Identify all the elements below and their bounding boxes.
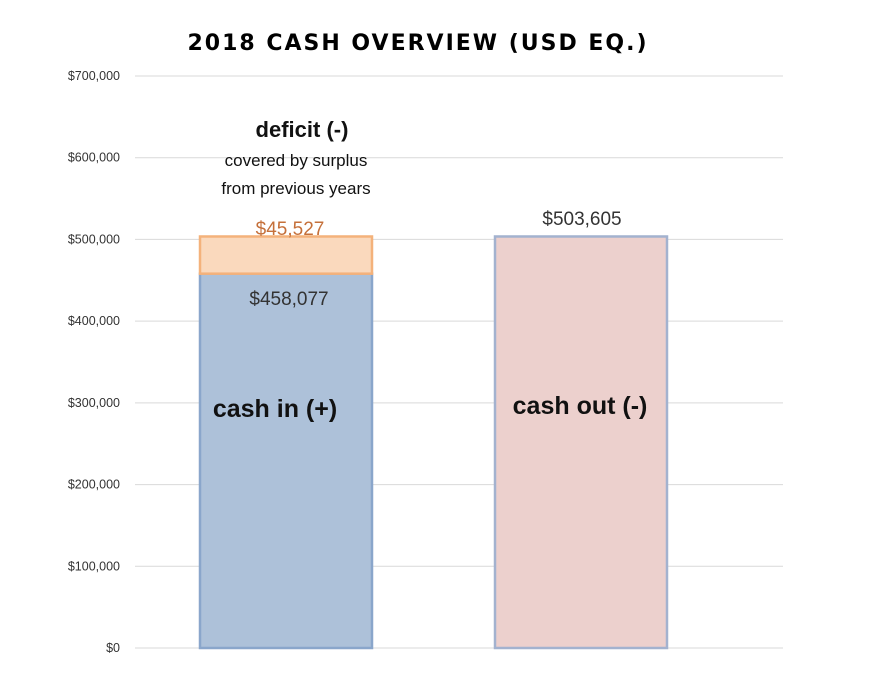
value-label-cash-in: $458,077 (249, 289, 328, 310)
y-axis-ticks: $0 $100,000 $200,000 $300,000 $400,000 $500,0… (68, 69, 120, 655)
y-tick-label: $300,000 (68, 396, 120, 410)
y-tick-label: $400,000 (68, 314, 120, 328)
y-tick-label: $500,000 (68, 232, 120, 246)
annotation-line-2: from previous years (221, 179, 370, 198)
category-label-cash-out: cash out (-) (513, 392, 648, 420)
category-label-cash-in: cash in (+) (213, 395, 337, 423)
bar-cash-out (493, 235, 669, 650)
value-label-cash-out: $503,605 (542, 209, 621, 230)
annotation-line-1: covered by surplus (225, 151, 368, 170)
y-tick-label: $700,000 (68, 69, 120, 83)
annotation-title: deficit (-) (256, 117, 349, 142)
bar-deficit (198, 235, 374, 275)
bars (198, 235, 669, 650)
y-tick-label: $600,000 (68, 151, 120, 165)
value-label-deficit: $45,527 (256, 219, 325, 240)
y-tick-label: $200,000 (68, 478, 120, 492)
y-tick-label: $100,000 (68, 559, 120, 573)
chart-title: 2018 CASH OVERVIEW (USD EQ.) (187, 31, 648, 56)
y-tick-label: $0 (106, 641, 120, 655)
bar-cash-in (198, 272, 374, 650)
